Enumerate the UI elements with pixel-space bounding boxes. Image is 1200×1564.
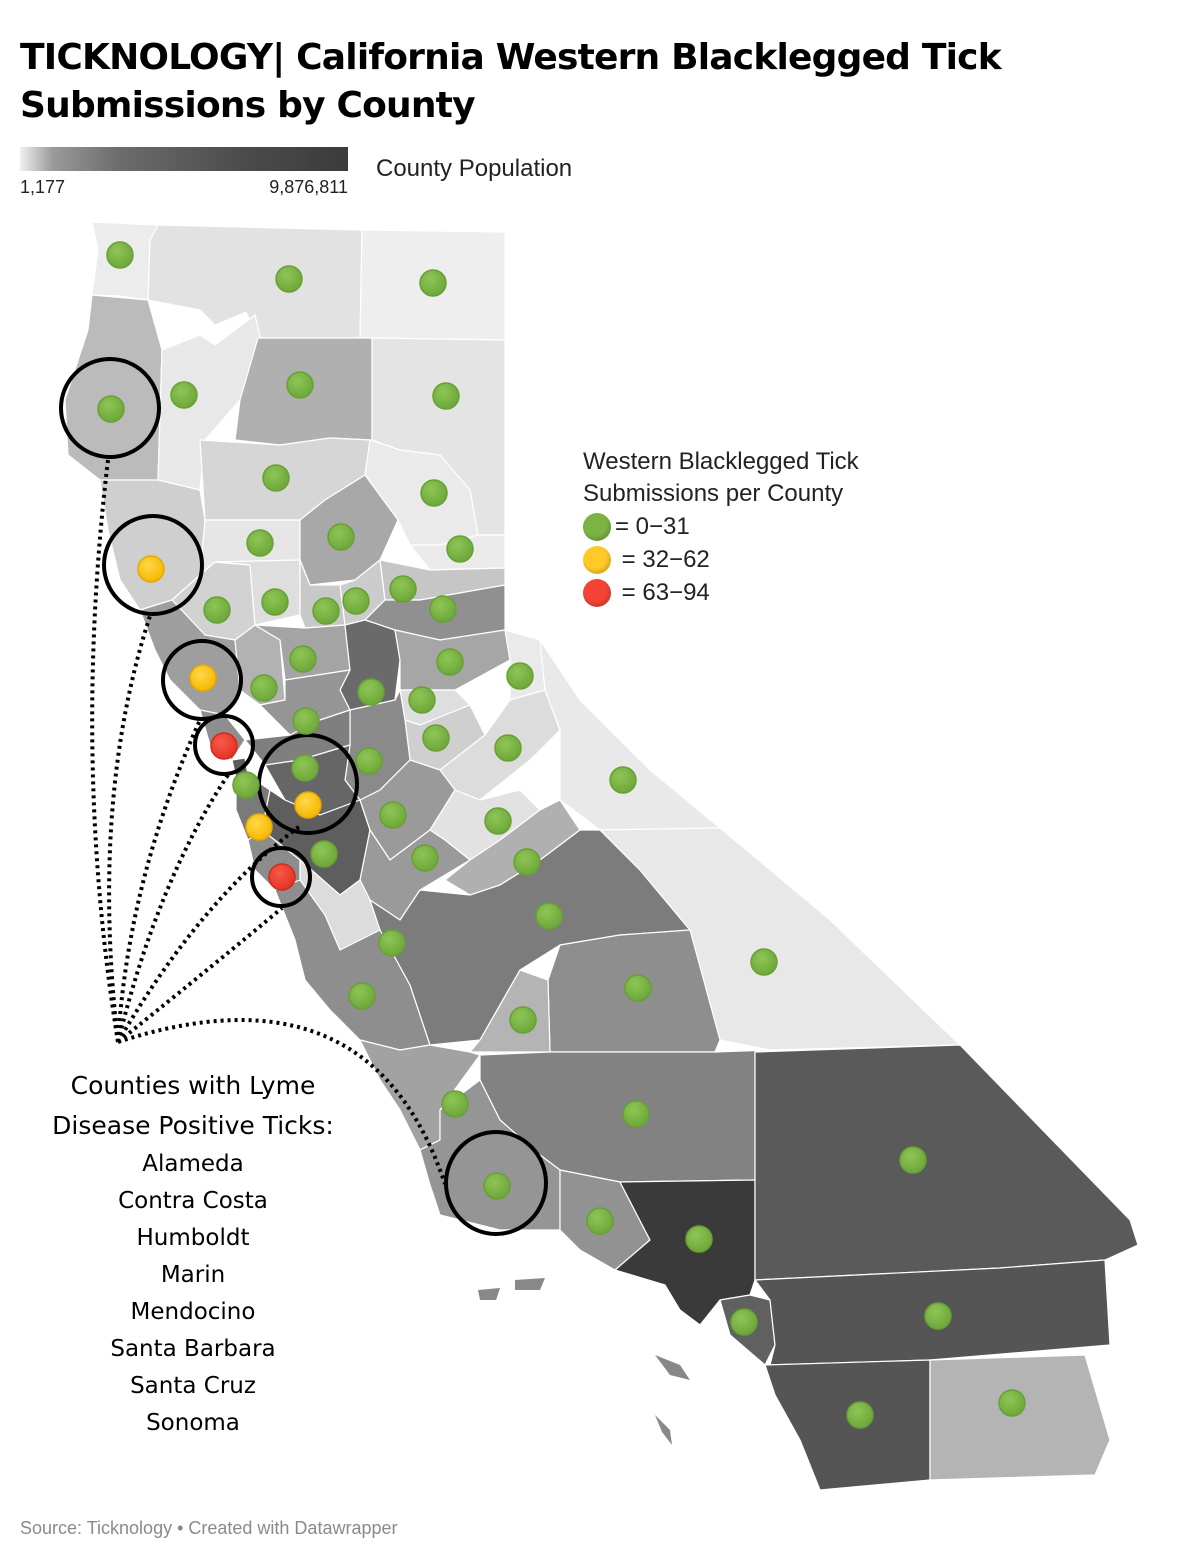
population-scale-label: County Population	[376, 155, 573, 182]
lyme-county: Santa Cruz	[130, 1373, 256, 1399]
lyme-county: Contra Costa	[118, 1188, 268, 1214]
legend-title-line1: Western Blacklegged Tick	[583, 448, 859, 475]
submissions-legend: Western Blacklegged Tick Submissions per…	[583, 446, 859, 609]
lyme-connector-lines	[90, 459, 447, 1185]
legend-label-low: = 0−31	[615, 512, 690, 540]
submission-markers	[97, 241, 1026, 1429]
population-color-scale	[20, 147, 348, 171]
source-credit: Source: Ticknology • Created with Datawr…	[20, 1518, 398, 1538]
lyme-county: Humboldt	[136, 1225, 250, 1251]
green-dot-icon	[583, 512, 611, 541]
population-scale-max: 9,876,811	[269, 177, 348, 197]
legend-label-mid: = 32−62	[615, 545, 710, 573]
lyme-county: Santa Barbara	[110, 1336, 276, 1362]
population-scale-min: 1,177	[20, 177, 66, 197]
lyme-county: Alameda	[142, 1151, 244, 1177]
county-mono	[539, 639, 721, 831]
legend-label-high: = 63−94	[615, 578, 710, 606]
yellow-dot-icon	[583, 545, 611, 574]
red-dot-icon	[583, 578, 611, 607]
legend-item-high: = 63−94	[583, 576, 859, 609]
channel-islands	[478, 1278, 690, 1445]
legend-item-low: = 0−31	[583, 510, 859, 543]
county-san-diego	[764, 1359, 931, 1491]
county-san-bernardino	[754, 1044, 1139, 1281]
legend-title-line2: Submissions per County	[583, 480, 844, 507]
lyme-county: Mendocino	[130, 1299, 256, 1325]
lyme-county: Marin	[160, 1262, 226, 1288]
page-title: TICKNOLOGY| California Western Blacklegg…	[20, 37, 1002, 126]
lyme-county: Sonoma	[146, 1410, 240, 1436]
lyme-heading-line1: Counties with Lyme	[70, 1071, 316, 1100]
county-imperial	[929, 1354, 1111, 1481]
lyme-positive-counties-note: Counties with Lyme Disease Positive Tick…	[20, 1066, 366, 1442]
legend-item-mid: = 32−62	[583, 543, 859, 576]
lyme-heading-line2: Disease Positive Ticks:	[52, 1111, 334, 1140]
